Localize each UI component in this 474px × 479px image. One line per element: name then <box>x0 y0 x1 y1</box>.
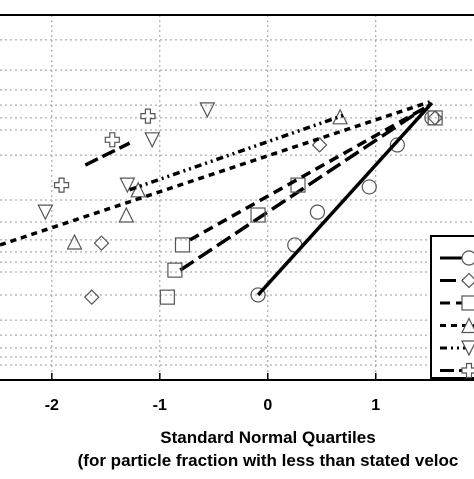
fit-line <box>179 106 426 272</box>
marker <box>159 289 175 305</box>
x-axis-label: Standard Normal Quartiles <box>160 428 375 447</box>
x-tick-label: 0 <box>263 397 272 414</box>
marker <box>140 108 156 124</box>
marker <box>461 340 474 357</box>
marker <box>93 235 110 251</box>
x-axis-label-line2: (for particle fraction with less than st… <box>78 451 459 470</box>
marker <box>309 204 326 220</box>
legend <box>430 235 474 379</box>
marker <box>66 233 83 250</box>
marker <box>461 250 474 266</box>
marker <box>250 287 266 303</box>
marker <box>167 262 183 278</box>
marker <box>461 295 474 311</box>
fit-line <box>128 113 346 192</box>
marker <box>119 177 136 194</box>
marker <box>37 204 54 221</box>
marker <box>461 317 474 334</box>
marker <box>104 132 120 148</box>
marker <box>361 179 377 195</box>
marker <box>199 102 216 119</box>
marker <box>427 110 443 126</box>
marker <box>389 137 405 153</box>
fit-line <box>256 101 434 297</box>
fit-line <box>189 103 431 242</box>
fit-line <box>84 141 131 167</box>
marker <box>53 177 70 193</box>
marker <box>311 137 328 153</box>
x-tick-label: -2 <box>45 397 59 414</box>
x-tick-label: -1 <box>153 397 167 414</box>
marker <box>118 206 135 223</box>
marker <box>144 132 161 149</box>
x-tick-label: 1 <box>371 397 380 414</box>
marker <box>461 362 474 379</box>
marker <box>83 289 100 305</box>
marker <box>174 237 191 253</box>
fit-line <box>0 100 431 247</box>
marker <box>250 207 266 223</box>
